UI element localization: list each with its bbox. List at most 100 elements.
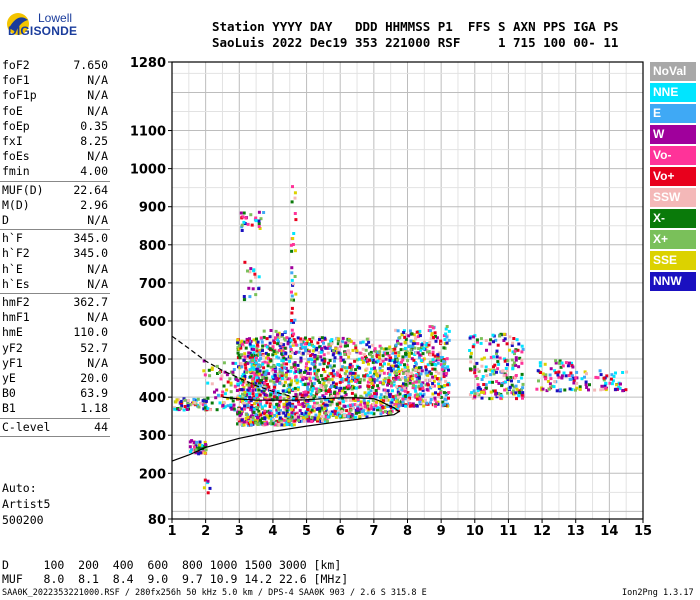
echo-point xyxy=(308,388,312,392)
echo-point xyxy=(408,404,412,408)
echo-point xyxy=(252,371,256,375)
echo-point xyxy=(279,342,283,346)
echo-point xyxy=(396,339,399,343)
echo-point xyxy=(295,378,299,382)
param-name: foF1 xyxy=(2,73,30,88)
echo-point xyxy=(367,391,371,395)
echo-point xyxy=(436,353,440,357)
echo-point xyxy=(434,370,438,374)
echo-point xyxy=(331,397,335,401)
echo-point xyxy=(239,381,243,385)
echo-point xyxy=(367,385,371,389)
echo-point xyxy=(410,371,414,375)
echo-point xyxy=(417,376,421,380)
echo-point xyxy=(262,391,266,395)
echo-point xyxy=(415,377,419,381)
echo-point xyxy=(621,371,625,374)
echo-point xyxy=(372,412,376,416)
echo-point xyxy=(365,343,369,347)
echo-point xyxy=(386,351,389,355)
echo-point xyxy=(375,354,379,358)
echo-point xyxy=(310,340,313,344)
echo-point xyxy=(416,372,420,376)
echo-point xyxy=(412,339,416,343)
echo-point xyxy=(266,361,270,365)
echo-point xyxy=(294,343,298,347)
echo-point xyxy=(309,398,313,402)
echo-point xyxy=(610,373,614,377)
param-row: MUF(D) 22.64 xyxy=(2,183,108,198)
echo-point xyxy=(492,389,496,393)
echo-point xyxy=(292,423,296,427)
echo-point xyxy=(439,391,442,395)
echo-point xyxy=(280,421,284,425)
echo-point xyxy=(302,416,306,420)
echo-point xyxy=(603,384,607,388)
echo-point xyxy=(319,350,323,354)
echo-point xyxy=(246,415,250,419)
echo-point xyxy=(244,416,248,420)
echo-point xyxy=(192,441,196,444)
echo-point xyxy=(318,345,322,349)
echo-point xyxy=(476,367,480,371)
echo-point xyxy=(292,338,296,342)
echo-point xyxy=(583,375,586,379)
echo-point xyxy=(425,342,429,345)
echo-point xyxy=(414,351,418,355)
echo-point xyxy=(263,360,267,364)
x-tick-label: 15 xyxy=(634,524,652,539)
echo-point xyxy=(268,379,272,383)
echo-point xyxy=(263,393,267,397)
echo-point xyxy=(403,389,407,393)
echo-point xyxy=(246,422,250,426)
echo-point xyxy=(258,227,262,230)
echo-point xyxy=(192,397,196,401)
echo-point xyxy=(437,385,441,389)
echo-point xyxy=(186,401,190,405)
echo-point xyxy=(271,391,275,395)
echo-point xyxy=(442,346,446,350)
echo-point xyxy=(439,389,443,393)
echo-point xyxy=(254,381,258,385)
echo-point xyxy=(290,423,294,427)
echo-point xyxy=(206,407,210,411)
echo-point xyxy=(415,395,419,399)
echo-point xyxy=(473,393,477,397)
echo-point xyxy=(256,371,260,375)
echo-point xyxy=(402,382,405,386)
echo-point xyxy=(362,353,366,356)
echo-point xyxy=(315,357,319,361)
echo-point xyxy=(348,415,352,419)
echo-point xyxy=(269,418,273,422)
echo-point xyxy=(288,386,292,390)
echo-point xyxy=(359,403,363,407)
echo-point xyxy=(329,397,333,401)
echo-point xyxy=(260,373,264,377)
echo-point xyxy=(179,406,182,410)
echo-point xyxy=(504,366,508,370)
echo-point xyxy=(229,390,233,394)
echo-point xyxy=(324,392,328,395)
echo-point xyxy=(549,377,553,381)
echo-point xyxy=(328,378,332,382)
echo-point xyxy=(330,402,334,406)
echo-point xyxy=(337,386,341,390)
echo-point xyxy=(521,386,525,390)
echo-point xyxy=(377,355,381,359)
echo-point xyxy=(261,407,264,411)
echo-point xyxy=(363,391,367,395)
echo-point xyxy=(246,381,250,385)
echo-point xyxy=(244,361,248,364)
echo-point xyxy=(486,368,490,371)
echo-point xyxy=(256,403,260,407)
echo-point xyxy=(307,350,311,354)
param-row: D N/A xyxy=(2,213,108,228)
echo-point xyxy=(397,385,401,389)
echo-point xyxy=(331,369,335,373)
echo-point xyxy=(358,385,362,389)
echo-point xyxy=(328,364,332,368)
echo-point xyxy=(408,396,412,400)
echo-point xyxy=(445,335,449,339)
echo-point xyxy=(243,375,247,378)
echo-point xyxy=(418,396,422,400)
